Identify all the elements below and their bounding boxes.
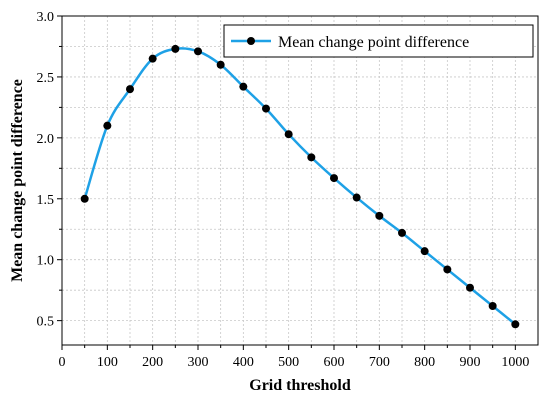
data-point	[420, 247, 429, 256]
x-tick-label: 200	[142, 355, 163, 370]
y-tick-label: 3.0	[37, 10, 55, 25]
data-point	[239, 82, 248, 91]
series-line	[83, 47, 517, 326]
data-point	[126, 85, 134, 94]
axis-ticks: 0 100 200 300 400 500 600 700 800 900 1000 0.5 1.0 1.…	[37, 10, 530, 370]
data-point	[330, 174, 338, 183]
grid	[62, 16, 538, 345]
data-point	[171, 44, 180, 53]
x-tick-label: 100	[97, 355, 118, 370]
x-axis-title: Grid threshold	[249, 377, 351, 394]
legend-box	[223, 24, 534, 58]
y-tick-label: 1.5	[37, 193, 55, 208]
y-tick-label: 2.5	[37, 71, 55, 86]
plot-area	[61, 15, 539, 346]
data-point	[284, 130, 293, 139]
data-point	[307, 153, 316, 162]
x-tick-label: 300	[188, 355, 209, 370]
data-point	[443, 265, 452, 274]
x-tick-label: 0	[59, 355, 66, 370]
data-point	[216, 60, 225, 69]
y-tick-label: 2.0	[37, 132, 55, 147]
series-layer	[80, 44, 520, 329]
data-point	[375, 211, 384, 220]
y-axis-title: Mean change point difference	[9, 79, 26, 282]
data-point	[262, 104, 270, 113]
y-tick-label: 1.0	[37, 254, 55, 269]
data-point	[103, 121, 112, 130]
x-tick-label: 700	[369, 355, 390, 370]
data-point	[398, 228, 406, 237]
legend-marker-swatch	[247, 37, 255, 45]
x-tick-label: 900	[460, 355, 481, 370]
x-tick-label: 600	[324, 355, 345, 370]
data-point	[488, 302, 497, 311]
y-tick-label: 0.5	[37, 315, 55, 330]
x-tick-label: 800	[414, 355, 435, 370]
data-point	[80, 194, 89, 203]
data-point	[352, 193, 361, 202]
data-point	[511, 320, 520, 329]
data-point	[194, 47, 202, 56]
x-tick-label: 400	[233, 355, 254, 370]
x-tick-label: 1000	[501, 355, 529, 370]
x-tick-label: 500	[278, 355, 299, 370]
legend: Mean change point difference	[223, 24, 534, 58]
data-point	[466, 283, 474, 292]
legend-label: Mean change point difference	[278, 34, 469, 51]
data-point	[148, 54, 157, 63]
